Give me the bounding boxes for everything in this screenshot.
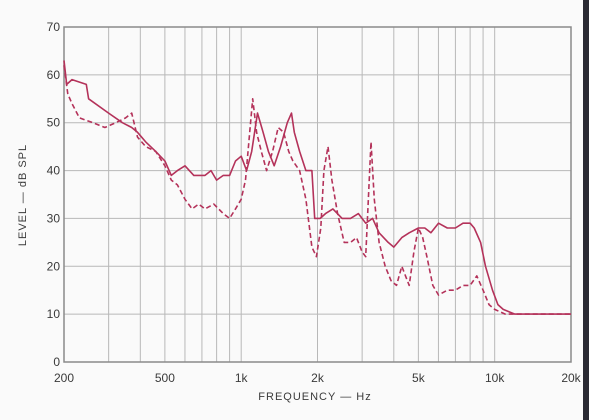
y-tick-label: 70 xyxy=(47,20,61,34)
y-tick-label: 40 xyxy=(47,164,61,178)
plot-frame xyxy=(63,26,572,363)
x-tick-label: 1k xyxy=(235,371,249,385)
series-line-dashed xyxy=(63,65,571,315)
x-tick-label: 200 xyxy=(54,371,74,385)
x-axis-label: FREQUENCY — Hz xyxy=(258,391,371,403)
x-tick-label: 500 xyxy=(155,371,175,385)
y-tick-label: 60 xyxy=(47,68,61,82)
series-line-solid xyxy=(63,60,571,315)
y-axis-label: LEVEL — dB SPL xyxy=(17,144,29,246)
y-tick-label: 0 xyxy=(53,355,60,369)
y-tick-label: 10 xyxy=(47,307,61,321)
x-tick-label: 5k xyxy=(412,371,426,385)
x-tick-label: 10k xyxy=(485,371,505,385)
x-tick-label: 2k xyxy=(311,371,325,385)
y-tick-label: 20 xyxy=(47,259,61,273)
y-tick-label: 50 xyxy=(47,116,61,130)
x-tick-label: 20k xyxy=(561,371,581,385)
y-tick-label: 30 xyxy=(47,211,61,225)
